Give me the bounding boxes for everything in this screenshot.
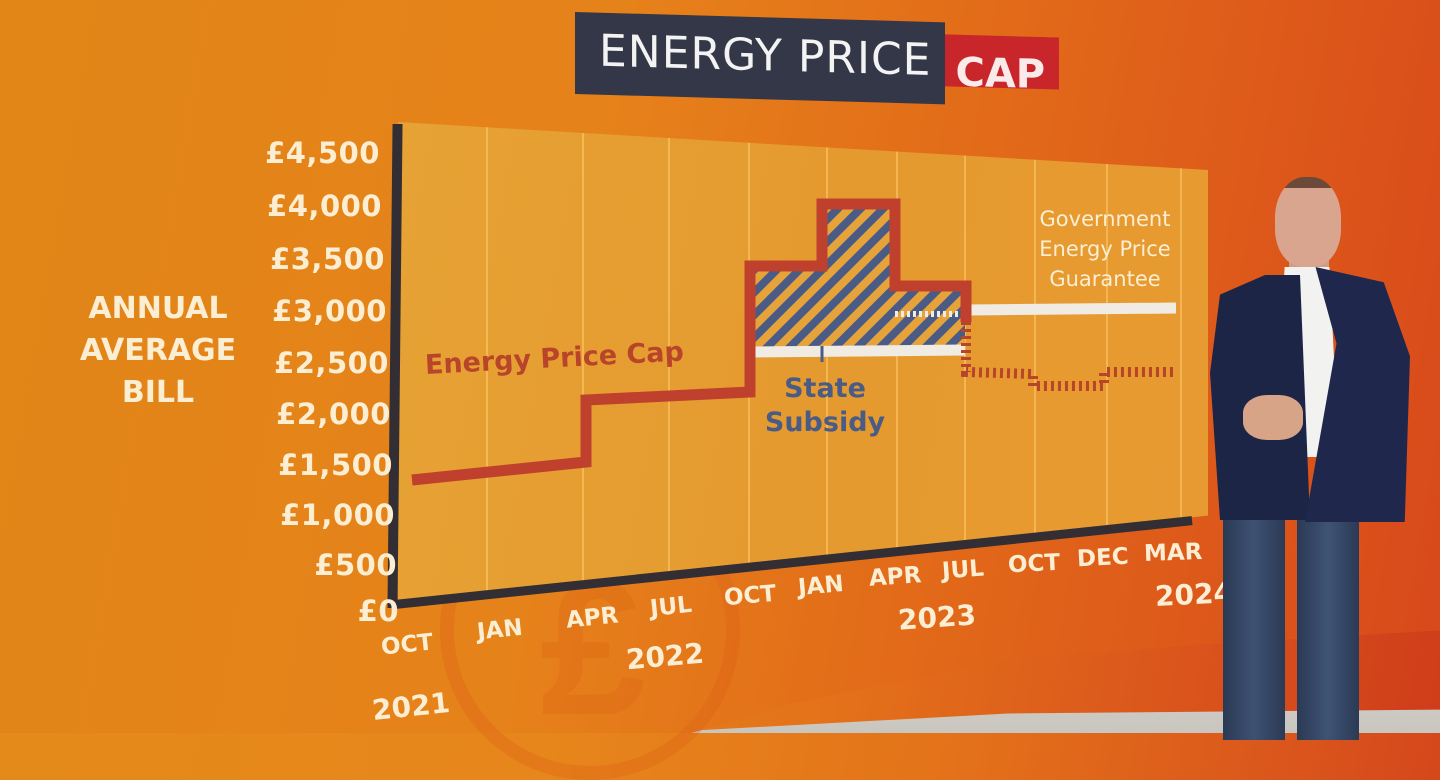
y-tick: £500 bbox=[314, 548, 397, 582]
presenter-head bbox=[1275, 177, 1341, 267]
presenter bbox=[1205, 175, 1415, 740]
title-accent: CAP bbox=[945, 34, 1060, 98]
y-tick: £3,000 bbox=[272, 294, 387, 328]
y-axis-label-text: ANNUAL AVERAGE BILL bbox=[79, 291, 237, 410]
grid-line bbox=[964, 122, 966, 602]
chart-title: ENERGY PRICE CAP bbox=[575, 12, 1060, 108]
presenter-leg bbox=[1223, 515, 1285, 740]
year-label: 2023 bbox=[896, 598, 977, 637]
y-tick: £0 bbox=[357, 594, 399, 628]
subsidy-label-line1: State bbox=[784, 373, 866, 404]
guarantee-label-line3: Guarantee bbox=[1049, 267, 1161, 291]
presenter-hands bbox=[1243, 395, 1303, 440]
y-tick: £1,500 bbox=[278, 448, 393, 482]
guarantee-label-line2: Energy Price bbox=[1039, 237, 1171, 261]
x-tick: JUL bbox=[941, 555, 985, 585]
guarantee-label-line1: Government bbox=[1039, 207, 1171, 231]
x-tick: DEC bbox=[1076, 543, 1130, 573]
y-tick: £2,000 bbox=[276, 397, 391, 431]
x-tick: JAN bbox=[796, 571, 845, 601]
y-tick: £4,500 bbox=[265, 136, 380, 170]
x-tick: APR bbox=[564, 602, 620, 634]
guarantee-label: Government Energy Price Guarantee bbox=[1030, 204, 1180, 294]
x-tick: OCT bbox=[722, 580, 778, 612]
x-tick: OCT bbox=[379, 629, 435, 661]
title-main: ENERGY PRICE bbox=[575, 12, 946, 105]
x-tick: JAN bbox=[475, 614, 524, 646]
grid-line bbox=[826, 122, 828, 602]
subsidy-label-line2: Subsidy bbox=[764, 407, 886, 438]
y-axis-label: ANNUAL AVERAGE BILL bbox=[68, 288, 248, 414]
x-tick: MAR bbox=[1143, 538, 1203, 568]
x-tick: OCT bbox=[1007, 549, 1061, 579]
year-label: 2022 bbox=[624, 636, 706, 677]
y-tick: £4,000 bbox=[267, 189, 382, 223]
y-tick: £2,500 bbox=[274, 346, 389, 380]
y-tick: £1,000 bbox=[280, 498, 395, 532]
x-tick: APR bbox=[868, 562, 923, 592]
x-tick: JUL bbox=[648, 591, 694, 623]
grid-line bbox=[896, 122, 898, 602]
grid-line bbox=[1180, 122, 1182, 602]
presenter-leg bbox=[1297, 515, 1359, 740]
grid-line bbox=[748, 122, 750, 602]
y-tick: £3,500 bbox=[270, 242, 385, 276]
state-subsidy-label: State Subsidy bbox=[760, 372, 890, 440]
grid-line bbox=[1034, 122, 1036, 602]
